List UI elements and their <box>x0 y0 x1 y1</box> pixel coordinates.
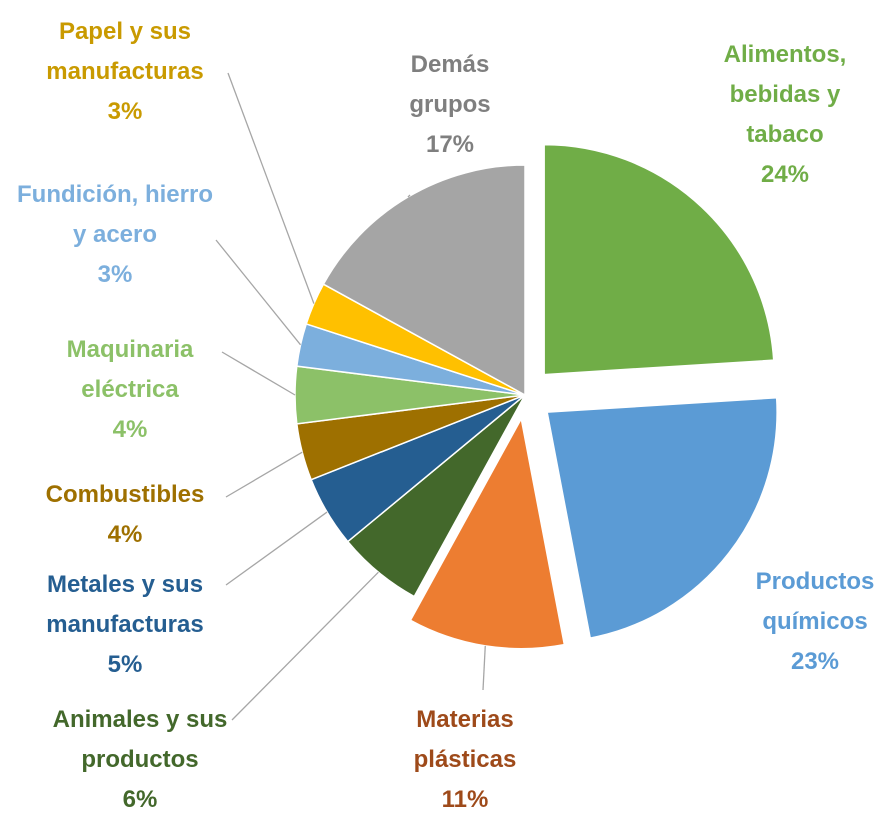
slice-label: Alimentos, bebidas y tabaco 24% <box>705 35 865 195</box>
leader-line <box>227 72 315 304</box>
category-name: Productos químicos <box>755 568 875 635</box>
slice-label: Metales y sus manufacturas 5% <box>18 565 233 685</box>
category-name: Fundición, hierro y acero <box>17 181 213 248</box>
category-name: Animales y sus productos <box>52 706 228 773</box>
leader-line <box>225 511 328 586</box>
category-name: Metales y sus manufacturas <box>46 571 204 638</box>
leader-line <box>221 351 296 396</box>
slice-label: Maquinaria eléctrica 4% <box>33 330 228 450</box>
value-label: 11% <box>441 786 489 813</box>
value-label: 17% <box>425 131 475 158</box>
leader-line <box>407 194 411 198</box>
slice-label: Materias plásticas 11% <box>385 700 545 813</box>
value-label: 4% <box>107 521 143 548</box>
value-label: 3% <box>97 261 133 288</box>
leader-line <box>225 451 303 498</box>
pie-slice <box>409 416 566 650</box>
slice-label: Productos químicos 23% <box>730 562 894 682</box>
pie-slice <box>322 164 526 397</box>
value-label: 24% <box>760 161 810 188</box>
slice-label: Demás grupos 17% <box>388 45 513 165</box>
leader-line <box>482 645 486 691</box>
pie-slice <box>546 396 778 639</box>
category-name: Materias plásticas <box>413 706 517 773</box>
slice-label: Papel y sus manufacturas 3% <box>18 12 233 132</box>
category-name: Maquinaria eléctrica <box>66 336 194 403</box>
value-label: 5% <box>107 651 143 678</box>
value-label: 3% <box>107 98 143 125</box>
category-name: Alimentos, bebidas y tabaco <box>723 41 847 148</box>
category-name: Demás grupos <box>409 51 491 118</box>
value-label: 23% <box>790 648 840 675</box>
slice-label: Combustibles 4% <box>18 475 233 555</box>
leader-line <box>231 571 379 721</box>
pie-slice <box>543 143 775 376</box>
value-label: 6% <box>122 786 158 813</box>
slice-label: Animales y sus productos 6% <box>48 700 233 813</box>
leader-line <box>215 239 302 346</box>
slice-label: Fundición, hierro y acero 3% <box>8 175 223 295</box>
value-label: 4% <box>112 416 148 443</box>
category-name: Combustibles <box>45 481 205 508</box>
category-name: Papel y sus manufacturas <box>46 18 204 85</box>
